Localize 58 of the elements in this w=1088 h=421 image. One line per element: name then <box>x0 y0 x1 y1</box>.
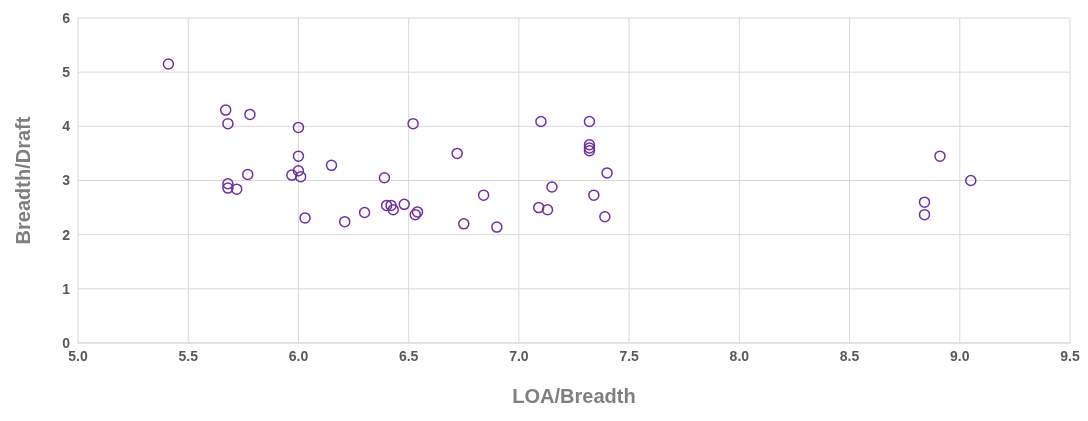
x-tick-label: 9.0 <box>950 347 970 364</box>
point <box>599 211 611 223</box>
point <box>299 212 311 224</box>
y-tick-label: 4 <box>62 118 71 135</box>
point <box>358 206 371 219</box>
point <box>451 147 463 160</box>
point <box>407 117 419 130</box>
point <box>491 221 503 233</box>
point <box>458 218 470 230</box>
point <box>535 115 547 128</box>
point <box>387 204 399 216</box>
point <box>294 170 307 183</box>
x-axis-title: LOA/Breadth <box>512 385 636 407</box>
point <box>292 165 305 177</box>
point <box>385 199 397 212</box>
point <box>588 189 600 201</box>
point <box>325 159 338 172</box>
point <box>546 181 558 193</box>
y-tick-label: 1 <box>62 280 71 297</box>
point <box>601 167 613 179</box>
point <box>965 174 977 187</box>
x-tick-label: 9.5 <box>1060 347 1080 364</box>
point <box>222 182 234 194</box>
point <box>244 108 256 121</box>
y-tick-label: 3 <box>62 172 71 189</box>
x-tick-label: 8.0 <box>729 347 750 364</box>
x-tick-label: 5.5 <box>178 347 199 364</box>
x-tick-label: 7.0 <box>509 347 529 364</box>
point <box>380 199 393 212</box>
point <box>338 215 351 228</box>
point <box>378 172 391 184</box>
point <box>222 117 234 130</box>
x-tick-label: 6.0 <box>288 347 309 364</box>
point <box>918 196 931 208</box>
x-tick-label: 8.5 <box>839 347 860 364</box>
point <box>398 198 411 211</box>
point <box>162 58 175 70</box>
y-tick-label: 2 <box>62 226 71 243</box>
y-tick-label: 5 <box>62 64 71 81</box>
point <box>918 208 931 221</box>
point <box>477 189 490 201</box>
point <box>219 104 232 116</box>
point <box>934 150 946 162</box>
y-tick-label: 0 <box>62 334 71 351</box>
x-tick-label: 7.5 <box>619 347 640 364</box>
point <box>230 183 243 195</box>
point <box>222 178 234 190</box>
point <box>292 150 305 162</box>
point <box>583 115 596 128</box>
point <box>532 201 545 214</box>
point <box>286 169 298 181</box>
x-tick-label: 6.5 <box>398 347 419 364</box>
x-tick-label: 5.0 <box>68 347 88 364</box>
y-axis-title: Breadth/Draft <box>12 116 35 245</box>
point <box>292 121 305 134</box>
y-tick-label: 6 <box>62 9 71 26</box>
point <box>241 168 254 181</box>
point <box>541 204 554 216</box>
